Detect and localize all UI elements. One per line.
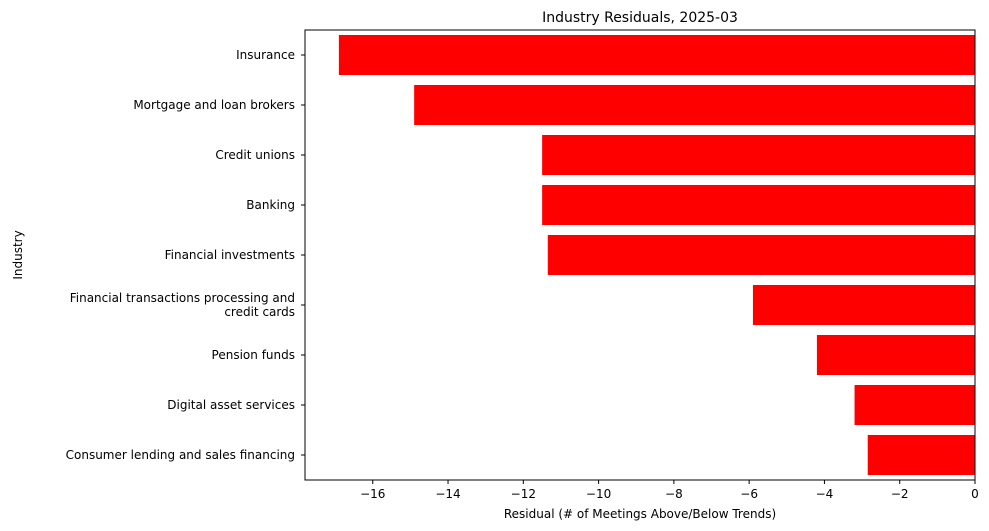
x-tick-label: 0: [971, 487, 979, 501]
chart-title: Industry Residuals, 2025-03: [542, 10, 738, 26]
y-tick-label: Pension funds: [212, 348, 295, 362]
plot-frame: [304, 29, 976, 481]
y-tick-label: Mortgage and loan brokers: [133, 98, 295, 112]
x-tick-label: −6: [740, 487, 758, 501]
x-axis-label: Residual (# of Meetings Above/Below Tren…: [504, 507, 776, 521]
y-axis-label: Industry: [11, 230, 25, 279]
x-tick-label: −4: [816, 487, 834, 501]
x-tick-label: −16: [360, 487, 385, 501]
x-ticks: −16 −14 −12 −10 −8 −6 −4 −2 0: [360, 480, 979, 501]
x-tick-label: −14: [435, 487, 460, 501]
y-tick-label: Insurance: [236, 48, 295, 62]
bar: [547, 235, 975, 275]
y-tick-label: Financial transactions processing and cre…: [70, 291, 295, 319]
x-tick-label: −8: [665, 487, 683, 501]
bar: [867, 435, 975, 475]
bar: [816, 335, 975, 375]
bar: [338, 35, 975, 75]
bar: [542, 185, 975, 225]
bar: [542, 135, 975, 175]
bar: [854, 385, 975, 425]
y-tick-label: Banking: [246, 198, 295, 212]
x-tick-label: −12: [511, 487, 536, 501]
x-tick-label: −10: [586, 487, 611, 501]
bar: [414, 85, 975, 125]
y-tick-label: Consumer lending and sales financing: [66, 448, 295, 462]
y-tick-label: Digital asset services: [167, 398, 295, 412]
bar: [752, 285, 975, 325]
y-tick-label: Financial investments: [165, 248, 295, 262]
bars-group: [338, 35, 975, 475]
x-tick-label: −2: [891, 487, 909, 501]
y-tick-labels: Insurance Mortgage and loan brokers Credit…: [66, 48, 305, 462]
y-tick-label: Credit unions: [215, 148, 295, 162]
